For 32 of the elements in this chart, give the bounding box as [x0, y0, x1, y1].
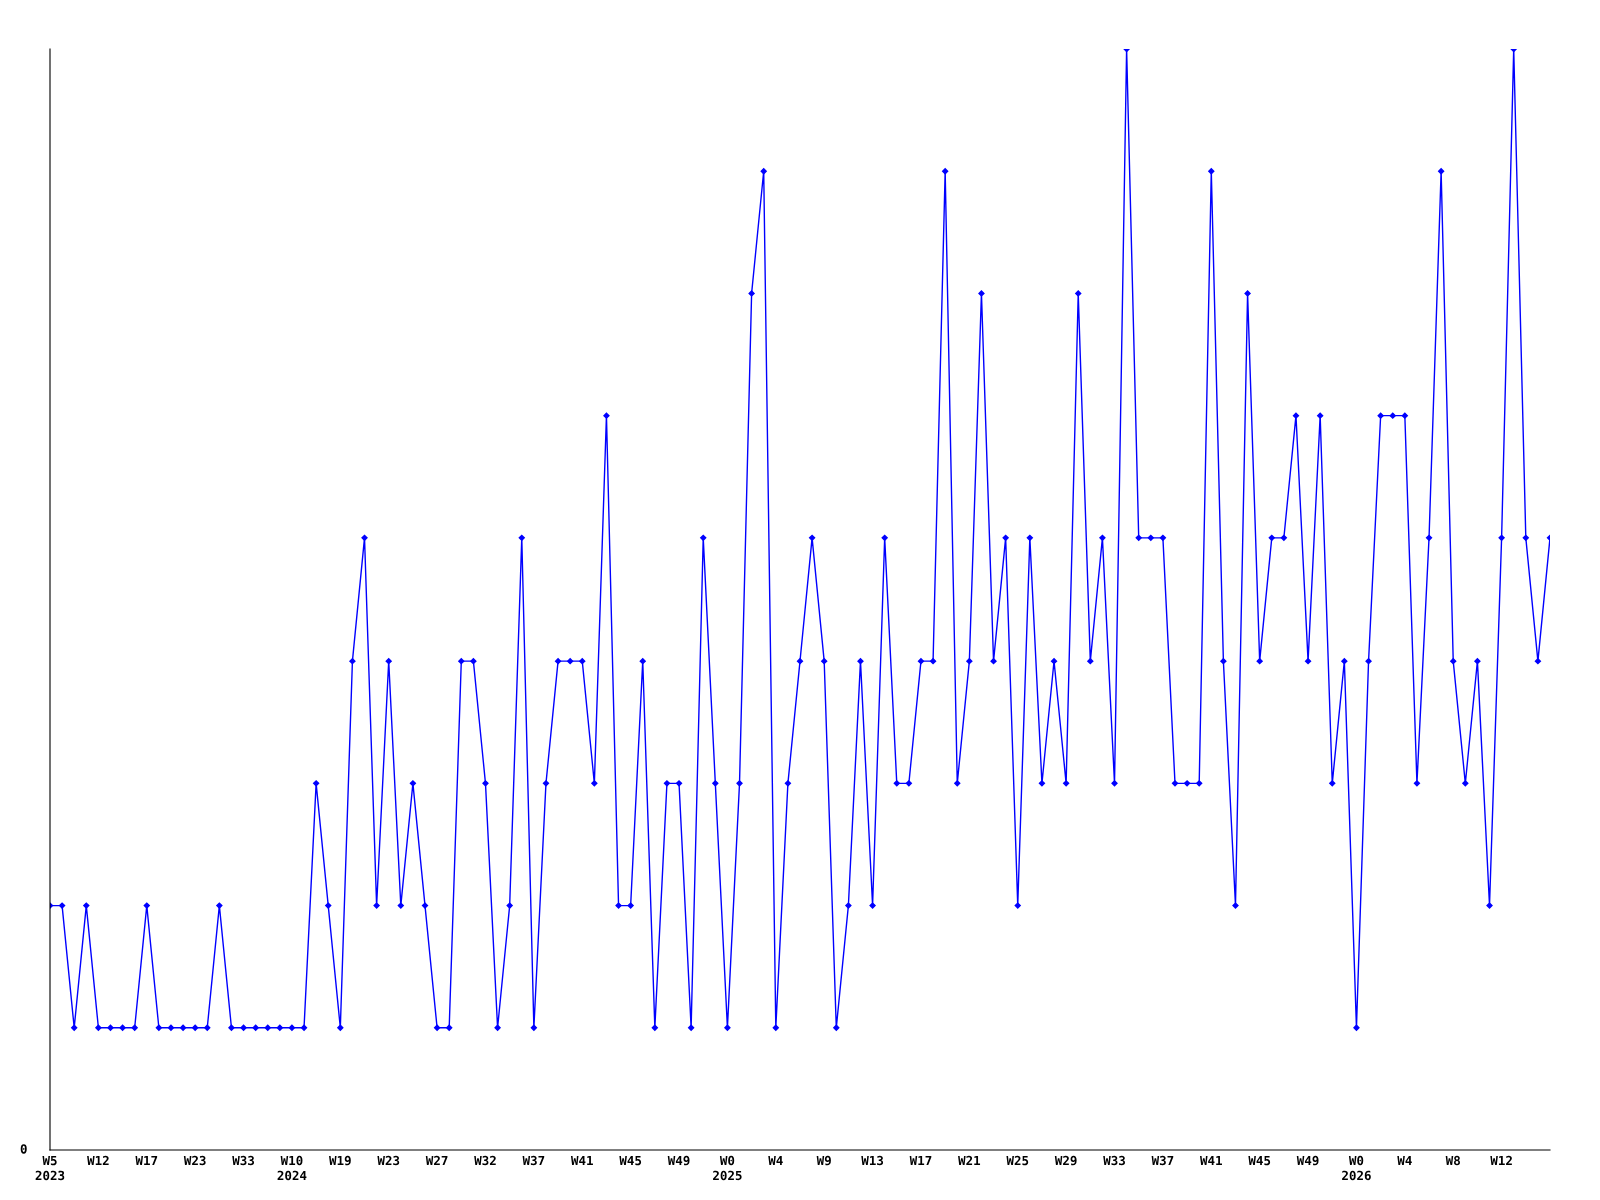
x-tick-label: W9	[816, 1155, 831, 1166]
x-tick-label: W0 2026	[1342, 1155, 1371, 1181]
x-tick-label: W13	[861, 1155, 884, 1166]
x-tick-label: W5 2023	[35, 1155, 65, 1181]
x-tick-label: W19	[329, 1155, 351, 1166]
x-tick-label: W4	[768, 1155, 783, 1166]
x-tick-label: W23	[183, 1155, 206, 1166]
x-tick-label: W41	[1200, 1155, 1222, 1166]
x-tick-label: W37	[522, 1155, 545, 1166]
x-tick-label: W49	[667, 1155, 690, 1166]
text: 0	[20, 1144, 27, 1154]
x-tick-label: W33	[1103, 1155, 1125, 1166]
x-tick-label: W4	[1397, 1155, 1412, 1166]
x-tick-label: W27	[425, 1155, 448, 1166]
x-tick-label: W32	[474, 1155, 496, 1166]
x-tick-label: W21	[958, 1155, 981, 1166]
x-tick-label: W37	[1151, 1155, 1174, 1166]
x-tick-label: W0 2025	[713, 1155, 742, 1181]
x-tick-label: W12	[87, 1155, 109, 1166]
x-tick-label: W17	[909, 1155, 932, 1166]
x-tick-label: W10 2024	[277, 1155, 307, 1181]
x-tick-label: W25	[1006, 1155, 1029, 1166]
x-tick-label: W45	[619, 1155, 642, 1166]
x-tick-label: W8	[1445, 1155, 1460, 1166]
x-tick-label: W45	[1248, 1155, 1271, 1166]
x-tick-label: W17	[135, 1155, 158, 1166]
x-tick-label: W29	[1054, 1155, 1077, 1166]
x-tick-label: W49	[1296, 1155, 1319, 1166]
x-tick-label: W12	[1490, 1155, 1512, 1166]
x-tick-label: W41	[570, 1155, 593, 1166]
x-tick-label: W33	[232, 1155, 255, 1166]
x-tick-label: W23	[377, 1155, 400, 1166]
